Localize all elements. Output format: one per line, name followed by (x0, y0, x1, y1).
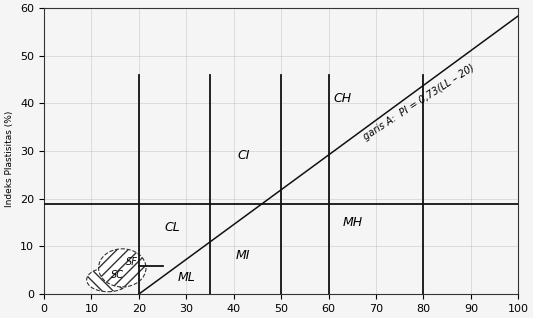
Text: MI: MI (236, 250, 251, 262)
Ellipse shape (99, 249, 146, 287)
Text: CH: CH (334, 92, 352, 105)
Text: SF: SF (126, 257, 138, 267)
Text: SC: SC (111, 270, 124, 280)
Text: CI: CI (237, 149, 249, 162)
Text: CL: CL (164, 221, 180, 234)
Text: garis A:  PI = 0,73(LL – 20): garis A: PI = 0,73(LL – 20) (361, 62, 476, 142)
Ellipse shape (87, 268, 130, 292)
Text: ML: ML (177, 271, 195, 284)
Text: Indeks Plastisitas (%): Indeks Plastisitas (%) (5, 111, 14, 207)
Text: MH: MH (342, 216, 362, 229)
